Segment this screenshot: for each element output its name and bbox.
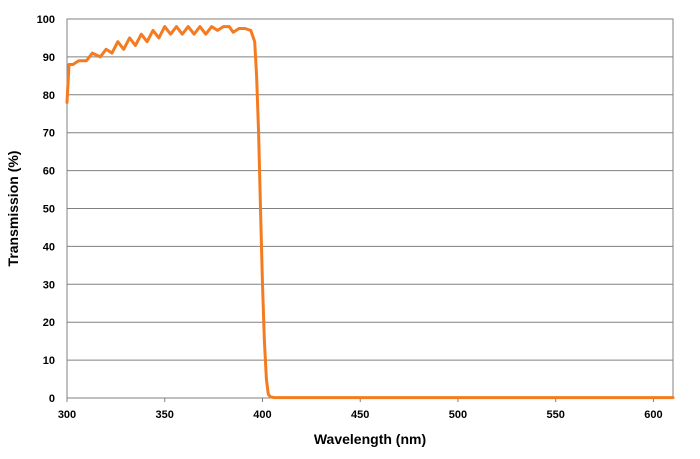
x-tick-label: 500 (449, 409, 467, 421)
y-tick-label: 70 (43, 128, 55, 140)
y-tick-label: 100 (37, 14, 55, 26)
y-tick-label: 60 (43, 166, 55, 178)
y-axis-ticks: 0 10 20 30 40 50 60 70 80 90 100 (37, 14, 55, 405)
y-tick-label: 80 (43, 90, 55, 102)
y-tick-label: 50 (43, 204, 55, 216)
y-tick-label: 0 (49, 393, 55, 405)
y-axis-title: Transmission (%) (5, 151, 21, 267)
y-tick-label: 90 (43, 52, 55, 64)
y-tick-label: 40 (43, 241, 55, 253)
x-tick-label: 550 (547, 409, 565, 421)
x-tick-label: 600 (644, 409, 662, 421)
grid-lines (67, 18, 673, 399)
x-tick-label: 450 (351, 409, 369, 421)
x-tick-label: 400 (253, 409, 271, 421)
series-line-0 (65, 25, 675, 400)
x-axis-ticks: 300 350 400 450 500 550 600 (58, 398, 663, 421)
y-tick-label: 30 (43, 279, 55, 291)
x-tick-label: 300 (58, 409, 76, 421)
y-tick-label: 10 (43, 355, 55, 367)
x-axis-title: Wavelength (nm) (314, 431, 426, 447)
y-tick-label: 20 (43, 317, 55, 329)
x-tick-label: 350 (156, 409, 174, 421)
series-layer (65, 25, 675, 400)
